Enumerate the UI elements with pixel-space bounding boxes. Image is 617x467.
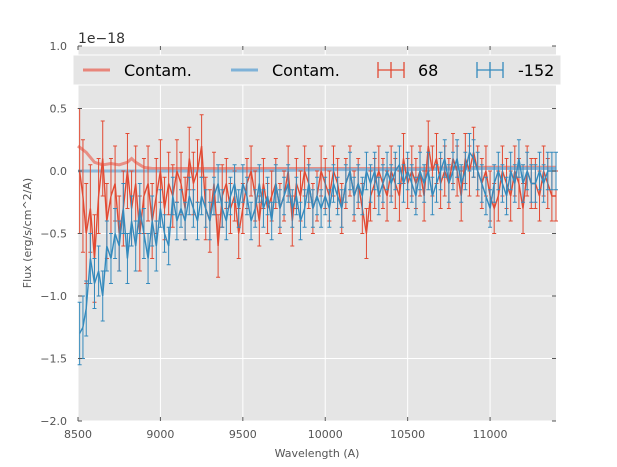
series--152	[77, 133, 558, 366]
series-line--152	[78, 150, 556, 334]
x-tick-label: 10000	[308, 428, 343, 441]
x-tick-label: 9000	[146, 428, 174, 441]
legend-label-contam-blue: Contam.	[272, 61, 340, 80]
x-axis-label: Wavelength (A)	[275, 447, 360, 460]
x-axis-ticks: 8500 9000 9500 10000 10500 11000	[64, 46, 508, 441]
x-tick-label: 10500	[390, 428, 425, 441]
x-tick-label: 11000	[473, 428, 508, 441]
y-tick-label: 1.0	[50, 40, 68, 53]
legend-label-68: 68	[418, 61, 438, 80]
x-tick-label: 9500	[229, 428, 257, 441]
y-axis-label: Flux (erg/s/cm^2/A)	[21, 178, 34, 288]
legend-swatch-152	[476, 62, 504, 78]
y-tick-label: 0.0	[50, 165, 68, 178]
y-tick-label: −1.5	[40, 353, 67, 366]
y-tick-label: −1.0	[40, 290, 67, 303]
y-tick-label: −0.5	[40, 228, 67, 241]
x-tick-label: 8500	[64, 428, 92, 441]
legend-swatch-68	[377, 62, 405, 78]
y-tick-label: −2.0	[40, 415, 67, 428]
y-tick-label: 0.5	[50, 103, 68, 116]
axis-offset-label: 1e−18	[78, 31, 125, 47]
series-lines	[77, 108, 558, 366]
y-axis-ticks: −2.0 −1.5 −1.0 −0.5 0.0 0.5 1.0	[40, 40, 556, 428]
legend-label-contam-red: Contam.	[124, 61, 192, 80]
legend: Contam. Contam. 68 -152	[72, 54, 562, 86]
legend-label-152: -152	[518, 61, 554, 80]
